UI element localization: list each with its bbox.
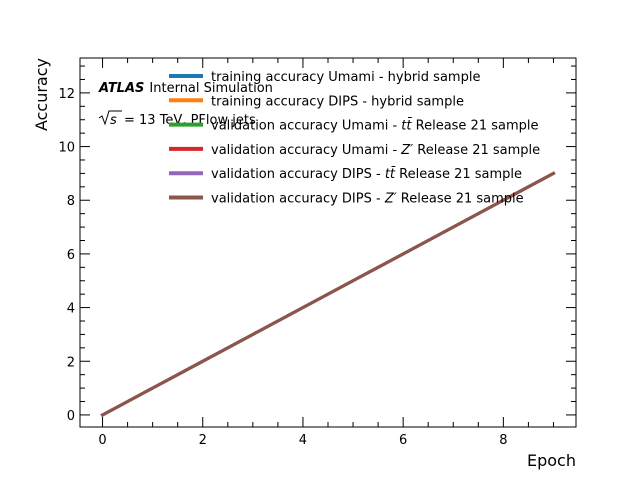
atlas-label: ATLAS Internal Simulation [98,81,273,96]
y-tick-label: 4 [67,302,75,317]
plot-frame [79,57,577,428]
y-tick-label: 10 [58,141,75,156]
y-tick-label: 8 [67,194,75,209]
sqrt-symbol [98,110,122,126]
y-tick-label: 2 [67,355,75,370]
y-tick-label: 12 [58,87,75,102]
x-tick-label: 2 [199,433,207,448]
internal-simulation-text: Internal Simulation [149,81,272,96]
legend-label: validation accuracy DIPS - Z′ Release 21… [211,192,524,207]
legend-label: validation accuracy Umami - Z′ Release 2… [211,143,540,158]
legend-label: validation accuracy DIPS - tt̄ Release 2… [211,167,522,182]
y-axis-label: Accuracy [32,58,51,131]
x-tick-label: 8 [499,433,507,448]
atlas-logo-text: ATLAS [98,81,144,96]
tick-labels: 0 2 4 6 8 0 2 4 6 8 10 12 [58,87,507,448]
x-axis-label: Epoch [527,451,576,470]
energy-value: = 13 TeV, PFlow jets [124,113,256,128]
y-tick-label: 6 [67,248,75,263]
series-line [100,171,556,417]
x-tick-label: 4 [299,433,307,448]
atlas-annotation: ATLAS Internal Simulation s = 13 TeV, PFl… [98,81,273,128]
legend-label: training accuracy DIPS - hybrid sample [211,94,464,109]
energy-label: s = 13 TeV, PFlow jets [98,110,256,128]
tick-marks [80,58,576,427]
legend: training accuracy Umami - hybrid sample t… [169,70,540,207]
x-tick-label: 0 [98,433,106,448]
x-tick-label: 6 [399,433,407,448]
series-lines [100,171,556,417]
energy-variable: s [110,113,117,128]
legend-label: validation accuracy Umami - tt̄ Release … [211,118,539,133]
legend-label: training accuracy Umami - hybrid sample [211,70,480,85]
y-tick-label: 0 [67,409,75,424]
